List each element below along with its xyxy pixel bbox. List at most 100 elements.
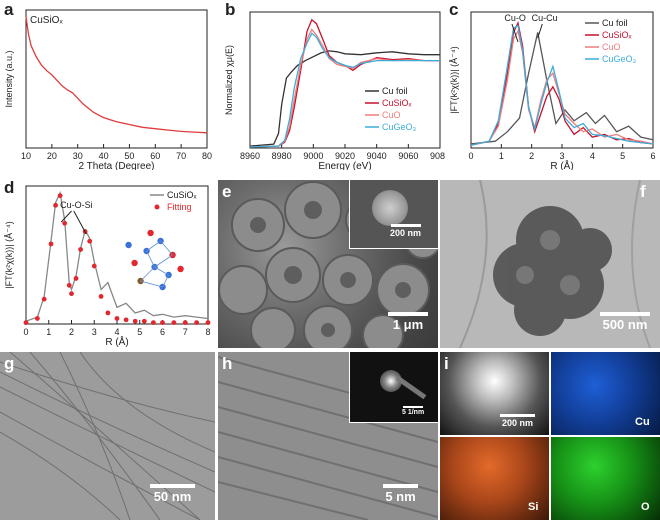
panel-letter: d bbox=[4, 178, 15, 197]
element-label: O bbox=[641, 501, 650, 513]
inset-scale-label: 200 nm bbox=[390, 228, 422, 238]
fit-point bbox=[114, 316, 120, 321]
sem-inset: 200 nm bbox=[349, 180, 438, 249]
x-tick-label: 3 bbox=[92, 327, 97, 337]
eds-map-si: Si bbox=[440, 437, 549, 520]
scale-bar-label: 1 μm bbox=[392, 317, 424, 332]
legend-label: CuSiOₓ bbox=[382, 98, 412, 108]
element-label: Cu bbox=[635, 416, 650, 428]
fit-point bbox=[62, 220, 68, 226]
x-tick-label: 2 bbox=[69, 327, 74, 337]
y-axis-label: Normalized χμ(E) bbox=[224, 45, 234, 115]
legend-label: CuGeO₃ bbox=[382, 122, 417, 132]
x-tick-label: 7 bbox=[183, 327, 188, 337]
fit-point bbox=[160, 320, 165, 326]
fit-point bbox=[87, 238, 93, 244]
series-line bbox=[470, 32, 654, 145]
x-tick-label: 9000 bbox=[303, 151, 323, 161]
fit-point bbox=[48, 241, 54, 247]
scale-bar-label: 5 nm bbox=[385, 489, 416, 504]
legend-label: CuSiOₓ bbox=[602, 30, 632, 40]
legend-label: CuO bbox=[602, 42, 621, 52]
fibre-texture bbox=[0, 352, 215, 520]
plot-frame bbox=[25, 9, 208, 149]
x-tick-label: 6 bbox=[160, 327, 165, 337]
panel-h-tem-image: 5 1/nm h 5 nm bbox=[218, 352, 438, 520]
panel-a: a 10 20 30 40 50 60 70 80 2 Theta (Degree) Intens… bbox=[0, 0, 215, 170]
series-line bbox=[249, 18, 440, 148]
annotation-label: Cu-O-Si bbox=[60, 200, 93, 210]
panel-letter: a bbox=[4, 0, 14, 19]
series-line bbox=[470, 29, 654, 146]
fit-point bbox=[105, 310, 111, 316]
x-tick-label: 8960 bbox=[240, 151, 260, 161]
x-tick-label: 2 bbox=[529, 151, 534, 161]
x-tick-label: 8980 bbox=[272, 151, 292, 161]
x-tick-label: 4 bbox=[590, 151, 595, 161]
eds-map-cu: Cu bbox=[551, 352, 660, 435]
crystal-structure-icon bbox=[125, 229, 184, 291]
x-tick-label: 9080 bbox=[430, 151, 445, 161]
panel-letter: c bbox=[449, 0, 459, 19]
x-tick-label: 40 bbox=[99, 151, 109, 161]
x-tick-label: 9020 bbox=[335, 151, 355, 161]
scale-bar-label: 500 nm bbox=[602, 317, 648, 332]
legend-label: Cu foil bbox=[382, 86, 408, 96]
legend-label: Fitting bbox=[167, 202, 192, 212]
annotation-arrow bbox=[60, 210, 72, 223]
x-tick-label: 30 bbox=[73, 151, 83, 161]
y-axis-label: Intensity (a.u.) bbox=[4, 50, 14, 107]
x-tick-label: 1 bbox=[499, 151, 504, 161]
panel-e-sem-image: 200 nm e 1 μm bbox=[218, 180, 438, 348]
x-tick-label: 5 bbox=[137, 327, 142, 337]
x-axis-label: 2 Theta (Degree) bbox=[79, 161, 155, 170]
x-tick-label: 20 bbox=[47, 151, 57, 161]
annotation-arrow bbox=[73, 210, 87, 235]
annotation-arrow bbox=[537, 23, 543, 39]
panel-f-tem-image: f 500 nm bbox=[440, 180, 660, 348]
scale-bar-label: 50 nm bbox=[153, 489, 192, 504]
haadf-image: i 200 nm bbox=[440, 352, 549, 435]
series-line bbox=[25, 16, 208, 134]
scale-bar-label: 200 nm bbox=[501, 418, 534, 428]
panel-letter: h bbox=[222, 354, 233, 373]
atom bbox=[177, 265, 184, 273]
fit-point bbox=[182, 320, 188, 326]
annotation-label: Cu-O bbox=[504, 13, 526, 23]
x-tick-label: 50 bbox=[124, 151, 134, 161]
element-label: Si bbox=[528, 501, 539, 513]
x-axis-label: R (Å) bbox=[550, 159, 573, 170]
x-axis-label: R (Å) bbox=[105, 335, 128, 348]
saed-inset: 5 1/nm bbox=[349, 352, 438, 423]
panel-letter: i bbox=[444, 354, 449, 373]
atom bbox=[131, 259, 138, 267]
chart-d: 0 1 2 3 4 5 6 7 8 R (Å) |FT(k²χ(k))| (Å⁻⁴) CuSiOₓ Fi… bbox=[4, 185, 211, 348]
x-tick-label: 70 bbox=[176, 151, 186, 161]
panel-letter: e bbox=[222, 182, 232, 201]
tem-texture bbox=[459, 180, 651, 348]
panel-c: c 0 1 2 3 4 5 6 R (Å) |FT(k²χ(k))| (Å⁻⁴) Cu foil C… bbox=[445, 0, 660, 170]
x-tick-label: 8 bbox=[205, 327, 210, 337]
fit-point bbox=[57, 193, 63, 199]
x-tick-label: 9040 bbox=[367, 151, 387, 161]
atom bbox=[147, 229, 154, 237]
panel-letter: g bbox=[4, 354, 15, 373]
fit-point bbox=[194, 320, 200, 326]
x-tick-label: 60 bbox=[150, 151, 160, 161]
eds-map-o: O bbox=[551, 437, 660, 520]
annotation-arrow bbox=[511, 23, 519, 43]
fit-point bbox=[98, 294, 104, 299]
fit-point bbox=[66, 282, 72, 288]
x-tick-label: 9060 bbox=[398, 151, 418, 161]
fit-point bbox=[91, 263, 97, 269]
x-tick-label: 0 bbox=[23, 327, 28, 337]
series-line bbox=[249, 50, 440, 147]
chart-a: 10 20 30 40 50 60 70 80 2 Theta (Degree) Intensit… bbox=[4, 9, 212, 170]
x-tick-label: 0 bbox=[468, 151, 473, 161]
panel-g-tem-image: g 50 nm bbox=[0, 352, 215, 520]
x-axis-label: Energy (eV) bbox=[318, 161, 371, 170]
x-tick-label: 1 bbox=[46, 327, 51, 337]
chart-c: 0 1 2 3 4 5 6 R (Å) |FT(k²χ(k))| (Å⁻⁴) Cu foil CuS… bbox=[449, 11, 656, 170]
legend-label: CuSiOₓ bbox=[167, 190, 197, 200]
x-tick-label: 6 bbox=[650, 151, 655, 161]
